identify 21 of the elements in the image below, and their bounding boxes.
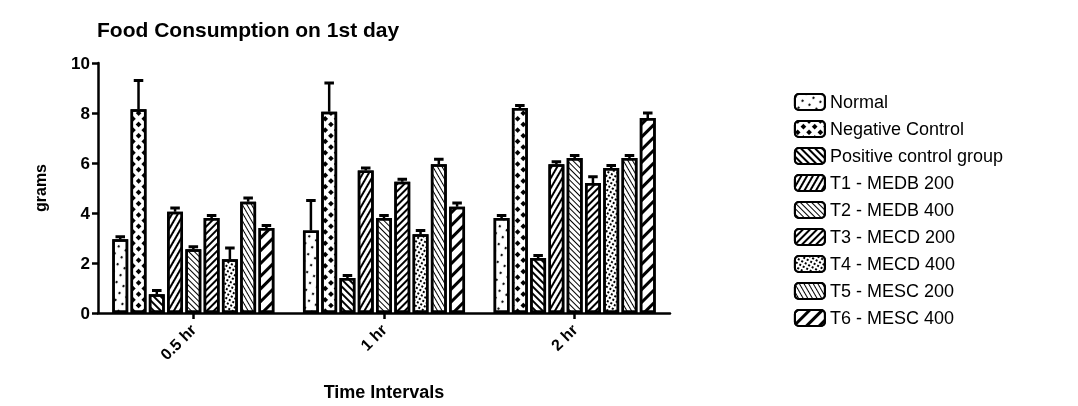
y-tick-label: 4 — [80, 203, 91, 223]
y-tick-label: 10 — [71, 53, 90, 73]
x-tick-label: 1 hr — [357, 320, 391, 354]
legend-label: T2 - MEDB 400 — [829, 200, 954, 220]
legend-label: T1 - MEDB 200 — [829, 173, 954, 193]
y-tick-label: 8 — [80, 103, 90, 123]
x-tick-label: 2 hr — [547, 320, 581, 354]
y-tick-label: 6 — [80, 153, 90, 173]
legend-label: Normal — [829, 92, 888, 112]
legend-label: T4 - MECD 400 — [829, 254, 955, 274]
y-tick-label: 0 — [80, 303, 90, 323]
y-tick-label: 2 — [80, 253, 90, 273]
legend-label: Positive control group — [829, 146, 1003, 166]
legend-label: Negative Control — [829, 119, 964, 139]
legend-label: T5 - MESC 200 — [829, 281, 954, 301]
x-axis-title: Time Intervals — [323, 382, 445, 402]
legend-label: T3 - MECD 200 — [829, 227, 955, 247]
x-tick-label: 0.5 hr — [157, 320, 200, 364]
legend-label: T6 - MESC 400 — [829, 308, 954, 328]
chart-title: Food Consumption on 1st day — [97, 18, 400, 41]
y-axis-title: grams — [31, 163, 49, 213]
